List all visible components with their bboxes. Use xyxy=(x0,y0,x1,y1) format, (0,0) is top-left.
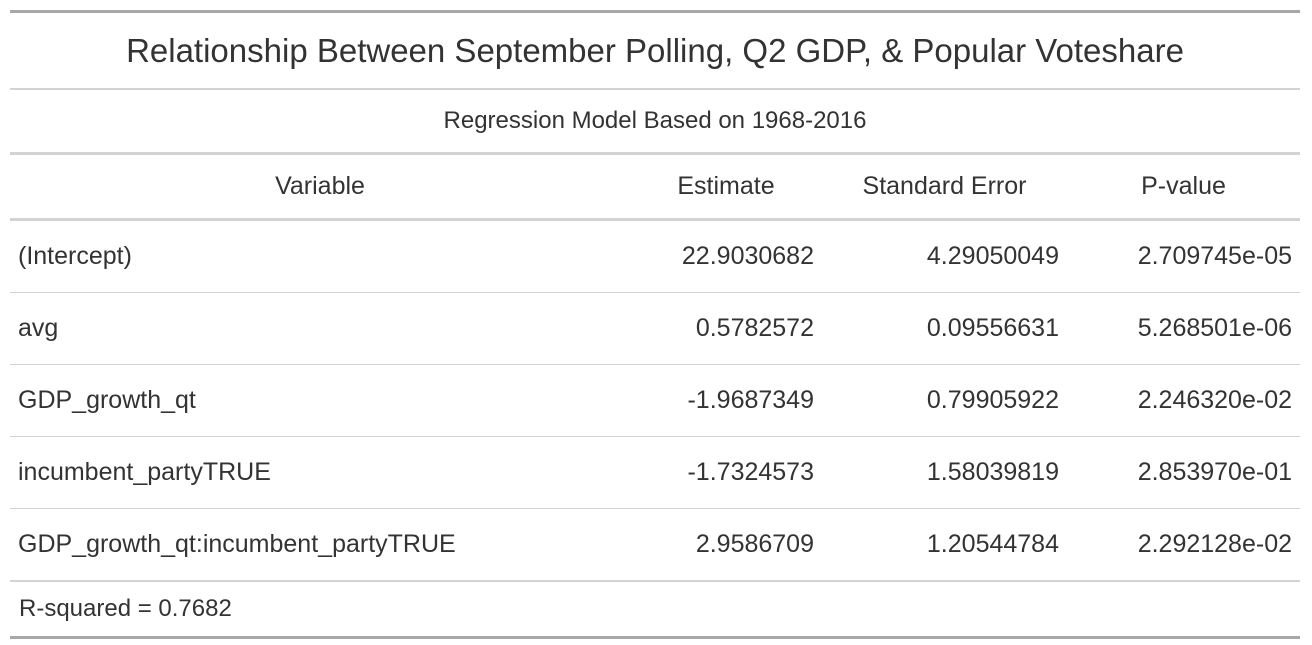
cell-estimate: 0.5782572 xyxy=(630,292,822,365)
table-subtitle: Regression Model Based on 1968-2016 xyxy=(10,90,1300,155)
column-header-estimate: Estimate xyxy=(630,155,822,221)
cell-p-value: 2.292128e-02 xyxy=(1067,508,1300,582)
cell-p-value: 2.853970e-01 xyxy=(1067,436,1300,509)
cell-estimate: -1.7324573 xyxy=(630,436,822,509)
cell-variable: avg xyxy=(10,292,630,365)
cell-p-value: 2.246320e-02 xyxy=(1067,364,1300,437)
coefficients-table: Variable Estimate Standard Error P-value… xyxy=(10,155,1300,582)
cell-p-value: 2.709745e-05 xyxy=(1067,219,1300,293)
table-row: incumbent_partyTRUE -1.7324573 1.5803981… xyxy=(10,436,1300,509)
cell-standard-error: 1.58039819 xyxy=(822,436,1067,509)
table-row: GDP_growth_qt -1.9687349 0.79905922 2.24… xyxy=(10,364,1300,437)
table-row: (Intercept) 22.9030682 4.29050049 2.7097… xyxy=(10,219,1300,293)
column-header-variable: Variable xyxy=(10,155,630,221)
cell-estimate: 2.9586709 xyxy=(630,508,822,582)
cell-variable: incumbent_partyTRUE xyxy=(10,436,630,509)
table-title: Relationship Between September Polling, … xyxy=(10,13,1300,90)
cell-estimate: 22.9030682 xyxy=(630,219,822,293)
cell-standard-error: 4.29050049 xyxy=(822,219,1067,293)
cell-variable: GDP_growth_qt:incumbent_partyTRUE xyxy=(10,508,630,582)
cell-standard-error: 0.09556631 xyxy=(822,292,1067,365)
regression-table: Relationship Between September Polling, … xyxy=(10,10,1300,639)
column-header-standard-error: Standard Error xyxy=(822,155,1067,221)
cell-p-value: 5.268501e-06 xyxy=(1067,292,1300,365)
cell-variable: GDP_growth_qt xyxy=(10,364,630,437)
table-row: avg 0.5782572 0.09556631 5.268501e-06 xyxy=(10,292,1300,365)
column-header-p-value: P-value xyxy=(1067,155,1300,221)
cell-standard-error: 1.20544784 xyxy=(822,508,1067,582)
source-note: R-squared = 0.7682 xyxy=(19,595,232,622)
cell-estimate: -1.9687349 xyxy=(630,364,822,437)
header-row: Variable Estimate Standard Error P-value xyxy=(10,155,1300,221)
cell-variable: (Intercept) xyxy=(10,219,630,293)
table-row: GDP_growth_qt:incumbent_partyTRUE 2.9586… xyxy=(10,508,1300,582)
cell-standard-error: 0.79905922 xyxy=(822,364,1067,437)
